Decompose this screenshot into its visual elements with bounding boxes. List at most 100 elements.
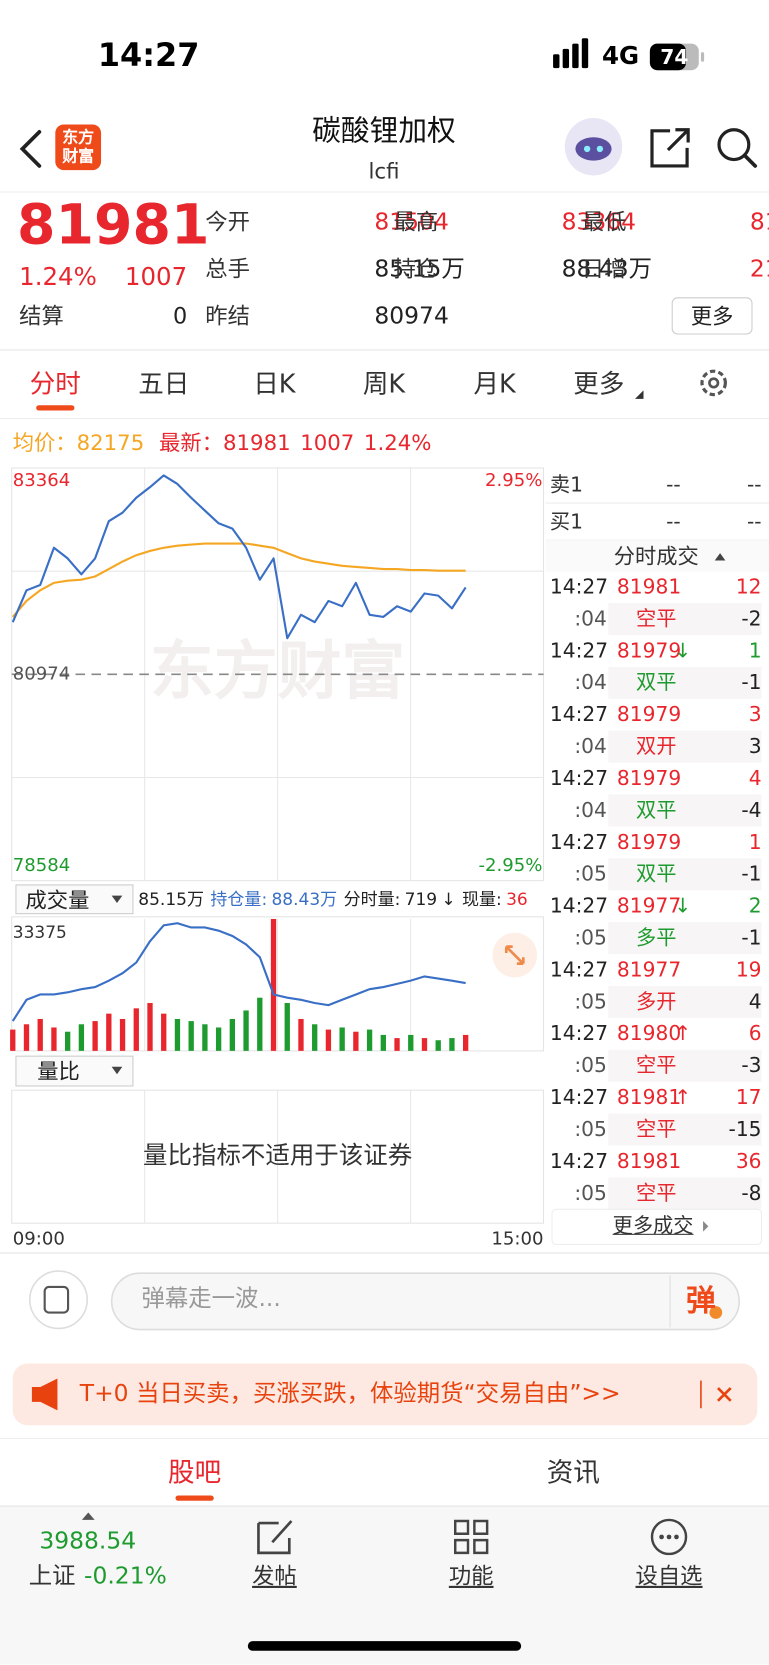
trade-price: 81977 — [616, 894, 682, 918]
ratio-message: 量比指标不适用于该证券 — [143, 1142, 413, 1171]
ratio-menu-caret — [111, 1066, 123, 1075]
volume-bar — [270, 918, 277, 1051]
price-tick-label: 78584 — [13, 855, 71, 876]
banner-close[interactable] — [717, 1387, 732, 1402]
quote-field-value: 21722 — [749, 256, 769, 283]
more-trades-caret — [703, 1221, 709, 1232]
nav-label[interactable]: 设自选 — [635, 1563, 703, 1590]
time-axis-label: 09:00 — [12, 1228, 65, 1250]
volume-bar — [408, 1034, 414, 1051]
banner-text[interactable]: T+0 当日买卖，买涨买跌，体验期货“交易自由”>> — [79, 1380, 621, 1407]
change-value: 1007 — [124, 263, 188, 292]
period-tab[interactable]: 日K — [253, 368, 296, 399]
more-button-label[interactable]: 更多 — [690, 303, 734, 329]
trade-detail-band — [608, 1113, 762, 1146]
ratio-menu-label[interactable]: 量比 — [37, 1058, 80, 1084]
expand-icon — [504, 945, 525, 965]
trade-qty: 3 — [748, 702, 762, 727]
trade-kind: 多开 — [636, 989, 677, 1014]
trade-detail-band — [608, 666, 762, 699]
period-tab[interactable]: 更多 — [573, 368, 625, 399]
trade-change: -15 — [728, 1117, 762, 1141]
trade-kind: 空平 — [636, 1053, 677, 1078]
trade-qty: 19 — [735, 957, 762, 982]
comment-placeholder[interactable]: 弹幕走一波... — [141, 1285, 281, 1313]
barrage-badge — [709, 1306, 723, 1319]
trade-change: 3 — [748, 734, 762, 758]
quote-field-value: 81504 — [374, 209, 449, 236]
content-tab[interactable]: 资讯 — [546, 1457, 600, 1489]
banner-megaphone — [31, 1378, 58, 1411]
volume-bar — [298, 1018, 304, 1051]
more-trades-label[interactable]: 更多成交 — [612, 1214, 694, 1238]
intraday-info: 均价： 82175 最新： 81981 1007 1.24% — [13, 430, 432, 456]
quote-field-value: 81076 — [749, 209, 769, 236]
volume-bar — [78, 1024, 85, 1051]
page-title: 碳酸锂加权 — [312, 114, 456, 148]
trade-change: -1 — [741, 670, 762, 695]
signal-bar — [562, 48, 570, 69]
trade-time: 14:27 — [549, 1149, 609, 1173]
last-value: 81981 — [222, 429, 291, 456]
trade-kind: 空平 — [636, 1117, 677, 1141]
barrage-button[interactable]: 弹 — [686, 1282, 716, 1319]
content-tab[interactable]: 股吧 — [168, 1457, 222, 1489]
active-tab-underline — [36, 405, 75, 411]
trades-title: 分时成交 — [613, 543, 699, 570]
book-qty: -- — [746, 472, 762, 497]
period-tab[interactable]: 五日 — [138, 368, 190, 399]
signal-bar — [553, 54, 560, 69]
assistant-face — [575, 137, 612, 161]
volume-menu-label[interactable]: 成交量 — [25, 887, 90, 913]
trade-detail-band — [608, 1177, 762, 1210]
trade-time: 14:27 — [549, 1085, 609, 1109]
battery-level — [649, 43, 687, 71]
comment-input[interactable] — [110, 1272, 741, 1331]
quote-field-value: 80974 — [374, 302, 449, 330]
volume-bar — [174, 1018, 181, 1051]
volume-bar — [284, 1003, 290, 1051]
period-tab[interactable]: 月K — [473, 368, 516, 399]
price-line — [11, 474, 467, 640]
trade-price: 81979 — [616, 702, 682, 727]
back-button[interactable] — [19, 130, 42, 168]
avg-value: 82175 — [76, 429, 145, 456]
period-tab[interactable]: 分时 — [29, 368, 81, 399]
trade-price: 81981 — [616, 1149, 682, 1173]
trade-kind: 双平 — [636, 798, 677, 822]
header-divider — [0, 191, 769, 193]
trade-qty: 6 — [748, 1021, 762, 1046]
section-divider — [0, 1438, 769, 1440]
time-axis-label: 15:00 — [491, 1228, 544, 1250]
trades-sort-caret — [714, 553, 726, 561]
nav-label[interactable]: 发帖 — [252, 1563, 297, 1590]
trade-detail-band — [608, 858, 762, 891]
trade-qty: 1 — [748, 638, 762, 663]
volume-bar — [133, 1008, 139, 1051]
trade-qty: 17 — [735, 1085, 762, 1109]
settings-button[interactable] — [700, 369, 727, 397]
comment-settings-button[interactable] — [28, 1270, 89, 1330]
index-name: 上证 — [28, 1563, 76, 1590]
ratio-menu[interactable] — [15, 1055, 134, 1087]
book-side: 卖1 — [549, 472, 583, 497]
volume-bar — [394, 1038, 400, 1051]
volume-pane — [11, 916, 545, 1052]
trade-kind: 双开 — [636, 734, 677, 758]
trade-price: 81981 — [616, 574, 682, 599]
more-button[interactable] — [671, 297, 753, 335]
share-button[interactable] — [650, 128, 690, 168]
percent-tick-label: -2.95% — [478, 855, 542, 876]
signal-bar — [581, 38, 589, 69]
trade-change: -3 — [741, 1053, 762, 1078]
logo-text: 东方财富 — [62, 127, 95, 166]
volume-menu[interactable] — [15, 884, 134, 915]
banner[interactable] — [12, 1363, 758, 1426]
nav-label[interactable]: 功能 — [448, 1563, 494, 1590]
search-button[interactable] — [717, 128, 751, 162]
volume-menu-caret — [111, 895, 123, 904]
logo-box — [55, 124, 102, 171]
more-trades-button[interactable] — [551, 1208, 763, 1245]
settings-core — [708, 377, 720, 389]
period-tab[interactable]: 周K — [362, 368, 406, 399]
